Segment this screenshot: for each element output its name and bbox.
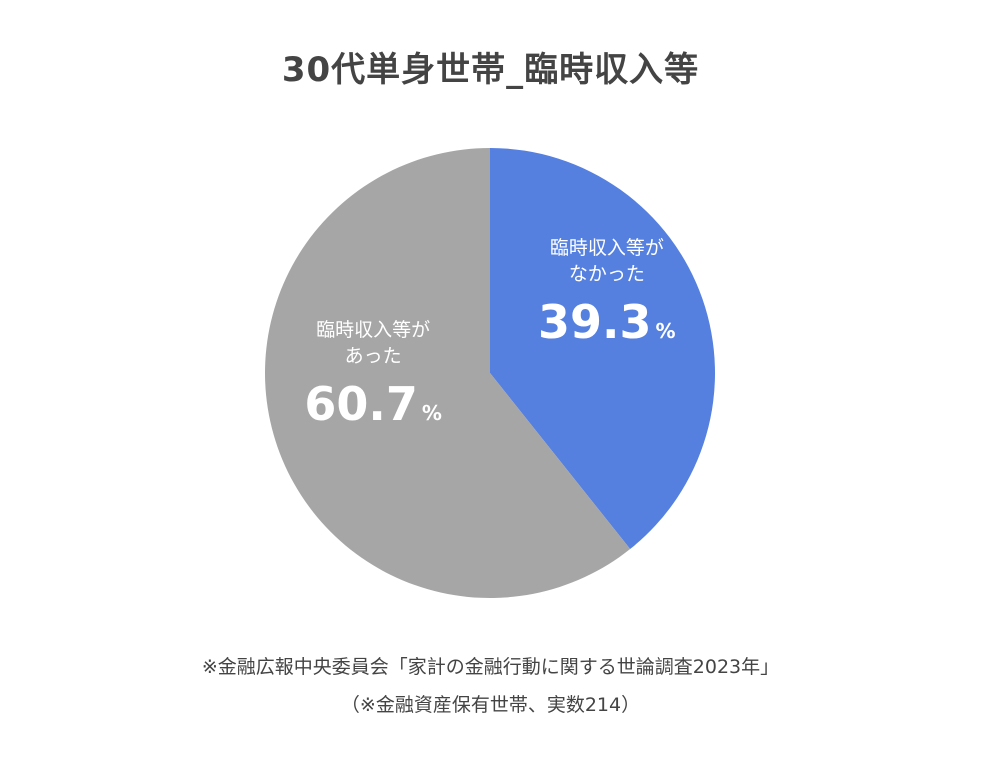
source-note: ※金融広報中央委員会「家計の金融行動に関する世論調査2023年」 bbox=[201, 656, 780, 678]
slice-value-label: 39.3% bbox=[538, 295, 676, 349]
pie-slice-1 bbox=[490, 148, 716, 550]
pie-slice-2 bbox=[265, 148, 631, 598]
slice-value-label: 60.7% bbox=[304, 377, 442, 431]
slice-category-label: あった bbox=[345, 345, 402, 367]
slice-category-label: なかった bbox=[569, 263, 645, 285]
slice-category-label: 臨時収入等が bbox=[316, 319, 430, 341]
sample-note: （※金融資産保有世帯、実数214） bbox=[340, 694, 641, 716]
slice-category-label: 臨時収入等が bbox=[550, 237, 664, 259]
chart-title: 30代単身世帯_臨時収入等 bbox=[281, 50, 700, 90]
